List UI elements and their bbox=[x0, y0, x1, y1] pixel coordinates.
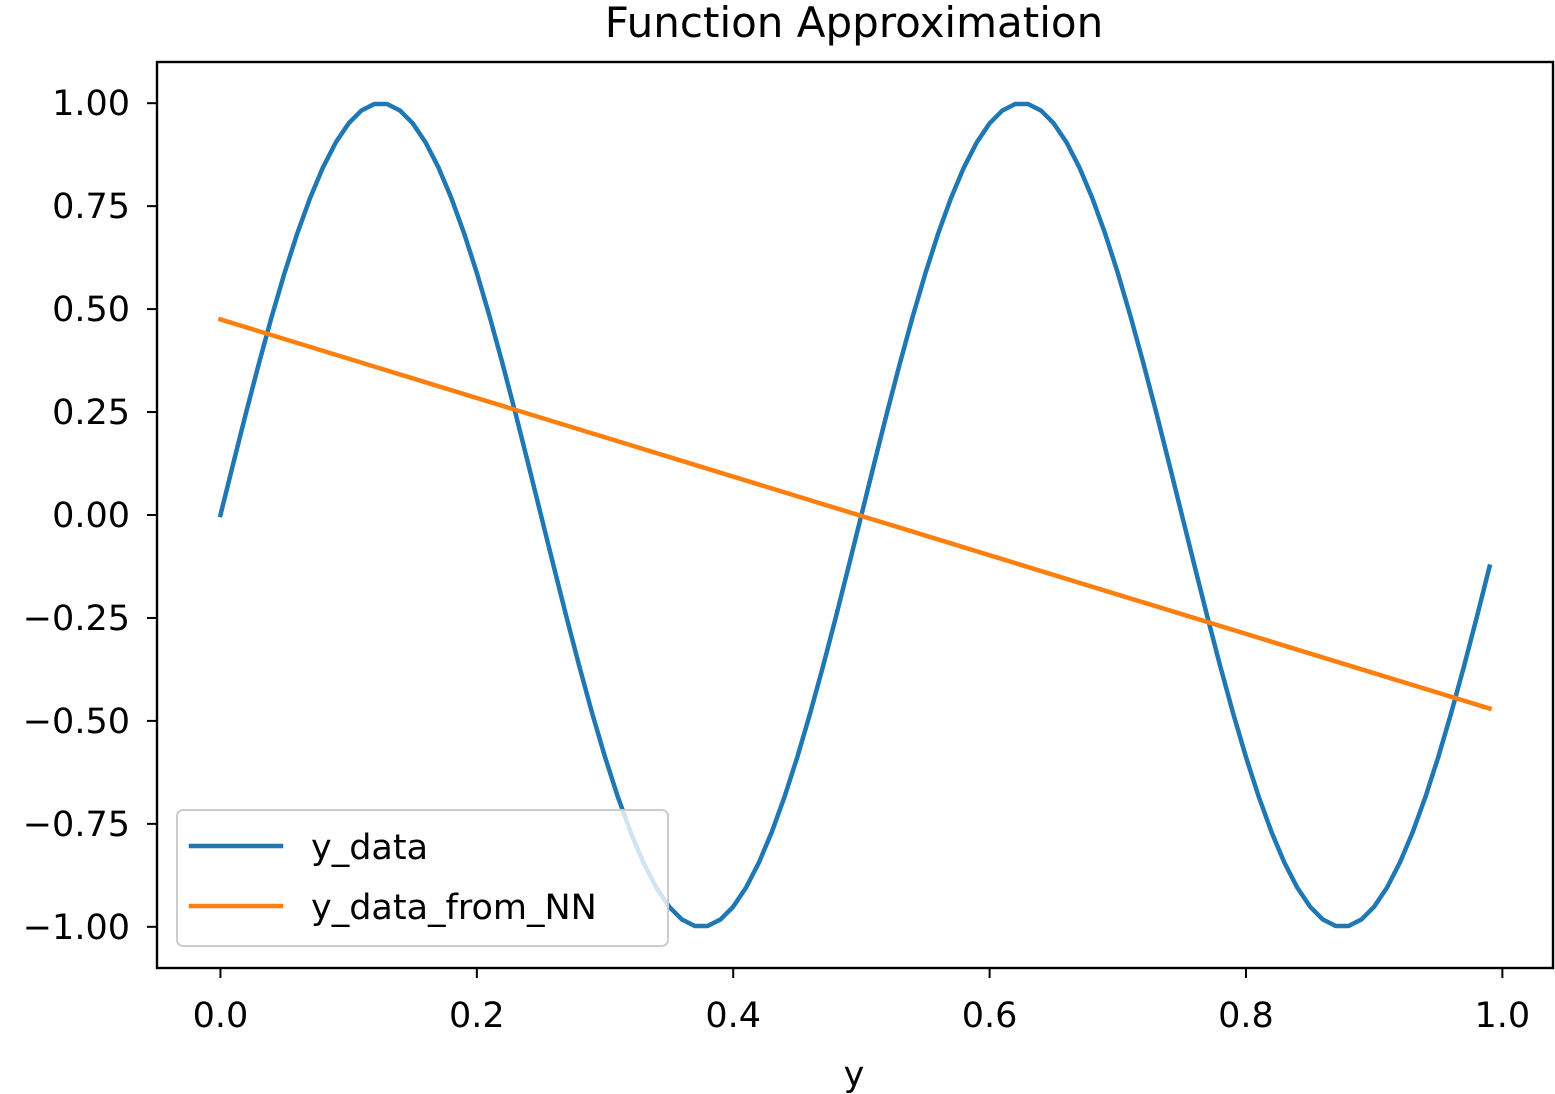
y-tick-label: −0.75 bbox=[23, 805, 130, 845]
y-tick-label: −1.00 bbox=[23, 908, 130, 948]
legend: y_data y_data_from_NN bbox=[176, 809, 669, 947]
series-layer bbox=[217, 101, 1493, 929]
y-tick-label: −0.50 bbox=[23, 702, 130, 742]
x-tick-label: 0.8 bbox=[1218, 996, 1274, 1036]
x-axis-label: y bbox=[844, 1055, 865, 1094]
x-tick-label: 1.0 bbox=[1475, 996, 1531, 1036]
legend-label-y-data: y_data bbox=[311, 828, 428, 868]
x-tick-label: 0.6 bbox=[962, 996, 1018, 1036]
x-tick-label: 0.2 bbox=[449, 996, 505, 1036]
y-tick-label: 0.00 bbox=[52, 496, 130, 536]
y-tick-label: 0.75 bbox=[52, 187, 130, 227]
x-axis-ticks: 0.0 0.2 0.4 0.6 0.8 1.0 bbox=[193, 968, 1531, 1036]
y-tick-label: 1.00 bbox=[52, 84, 130, 124]
chart-title: Function Approximation bbox=[605, 0, 1103, 47]
x-tick-label: 0.0 bbox=[193, 996, 249, 1036]
series-line-y-data bbox=[217, 101, 1493, 929]
legend-box bbox=[176, 809, 669, 947]
y-tick-label: −0.25 bbox=[23, 599, 130, 639]
series-line-y-data-from-nn bbox=[217, 316, 1493, 712]
x-tick-label: 0.4 bbox=[705, 996, 761, 1036]
legend-label-y-data-from-nn: y_data_from_NN bbox=[311, 888, 597, 928]
y-axis-ticks: 1.00 0.75 0.50 0.25 0.00 −0.25 −0.50 −0.75 −1.00 bbox=[23, 84, 157, 948]
y-tick-label: 0.50 bbox=[52, 290, 130, 330]
y-tick-label: 0.25 bbox=[52, 393, 130, 433]
